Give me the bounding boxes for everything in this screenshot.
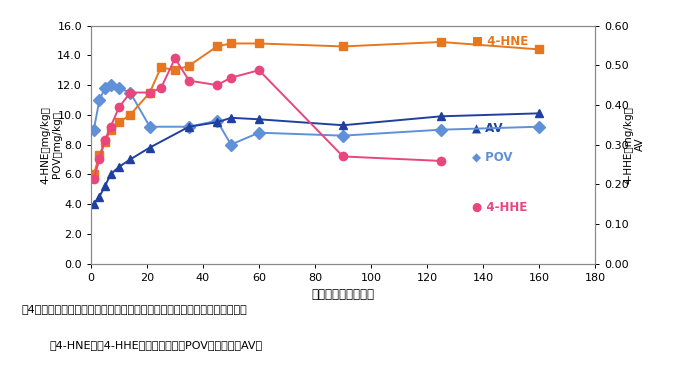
POV [185,124,193,129]
4-HNE [106,127,115,132]
POV [437,127,445,132]
4-HNE [95,153,104,157]
4-HHE [227,75,235,80]
4-HHE [171,56,179,60]
AV [95,194,104,199]
POV [95,98,104,102]
4-HNE [171,68,179,72]
AV [101,184,109,188]
AV [227,116,235,120]
AV [255,117,263,122]
Line: 4-HNE: 4-HNE [90,38,543,179]
4-HHE [255,68,263,72]
AV [535,111,543,116]
4-HHE [185,78,193,83]
4-HHE [126,90,134,95]
AV [126,157,134,162]
Y-axis label: 4-HNE（mg/kg）
POV（mg/kg）: 4-HNE（mg/kg） POV（mg/kg） [41,106,62,183]
Text: ■ 4-HNE: ■ 4-HNE [472,35,528,48]
POV [213,119,221,123]
4-HNE [535,47,543,52]
4-HHE [115,105,123,109]
AV [339,123,347,127]
AV [106,172,115,176]
POV [535,124,543,129]
Text: の4-HNE、　4-HHE、過酸化物価（POV）、酸価（AV）: の4-HNE、 4-HHE、過酸化物価（POV）、酸価（AV） [49,340,262,350]
4-HHE [157,86,165,90]
POV [339,134,347,138]
Line: POV: POV [90,81,543,149]
4-HHE [95,157,104,162]
Text: ▲ AV: ▲ AV [472,122,502,134]
4-HNE [227,41,235,46]
4-HHE [101,138,109,142]
4-HNE [115,120,123,124]
4-HNE [255,41,263,46]
POV [101,86,109,90]
4-HHE [339,154,347,159]
Y-axis label: 4-HHE（mg/kg）
AV: 4-HHE（mg/kg） AV [624,106,645,183]
Text: ◆ POV: ◆ POV [472,150,512,163]
4-HNE [213,44,221,49]
AV [115,165,123,169]
4-HNE [157,65,165,70]
AV [185,124,193,129]
4-HNE [101,139,109,144]
4-HHE [90,176,98,181]
AV [213,120,221,124]
4-HHE [437,159,445,163]
4-HNE [437,40,445,44]
Line: AV: AV [90,109,543,208]
Text: ● 4-HHE: ● 4-HHE [472,201,527,214]
4-HNE [126,113,134,117]
POV [227,142,235,147]
POV [146,124,154,129]
POV [90,127,98,132]
POV [126,90,134,95]
AV [90,202,98,206]
4-HHE [106,124,115,129]
Text: 围4　繰り返し天ぷら調理に使用したサラダ油（大豆油と菜種油の調合油）: 围4 繰り返し天ぷら調理に使用したサラダ油（大豆油と菜種油の調合油） [21,304,246,314]
POV [115,86,123,90]
Line: 4-HHE: 4-HHE [90,54,445,183]
POV [106,83,115,87]
POV [255,131,263,135]
AV [437,114,445,119]
4-HHE [146,90,154,95]
AV [146,145,154,150]
4-HNE [185,64,193,68]
4-HNE [146,90,154,95]
X-axis label: 使用開始からの日数: 使用開始からの日数 [312,288,374,301]
4-HNE [339,44,347,49]
4-HHE [213,83,221,87]
4-HNE [90,172,98,176]
